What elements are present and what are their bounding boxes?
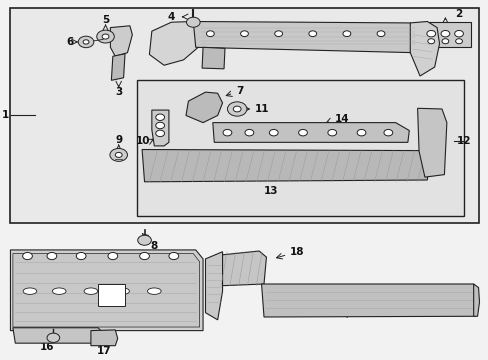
Circle shape [140, 252, 149, 260]
Text: 8: 8 [150, 241, 158, 251]
Text: 16: 16 [40, 342, 54, 352]
Circle shape [274, 31, 282, 37]
Circle shape [455, 39, 462, 44]
Ellipse shape [147, 288, 161, 294]
Text: 2: 2 [454, 9, 462, 19]
Polygon shape [261, 284, 477, 317]
Polygon shape [142, 149, 429, 182]
Circle shape [102, 34, 109, 39]
Polygon shape [217, 251, 266, 286]
Circle shape [156, 130, 164, 136]
Ellipse shape [23, 288, 37, 294]
Polygon shape [202, 47, 224, 69]
Text: 15: 15 [25, 266, 40, 276]
Circle shape [356, 130, 365, 136]
Circle shape [244, 130, 253, 136]
Text: 1: 1 [2, 111, 9, 121]
Bar [10, 8, 478, 223]
Circle shape [227, 102, 246, 116]
Text: 4: 4 [167, 12, 175, 22]
Circle shape [426, 31, 435, 37]
Ellipse shape [84, 288, 98, 294]
Circle shape [441, 39, 448, 44]
Circle shape [83, 40, 89, 44]
Polygon shape [205, 252, 222, 320]
Circle shape [22, 252, 32, 260]
Polygon shape [149, 22, 200, 65]
Circle shape [308, 31, 316, 37]
Circle shape [269, 130, 278, 136]
Text: 19: 19 [349, 308, 363, 318]
Text: 3: 3 [115, 87, 122, 97]
Bar [98, 284, 125, 306]
Circle shape [97, 30, 114, 43]
Polygon shape [473, 284, 479, 316]
Polygon shape [152, 110, 168, 146]
Circle shape [76, 252, 86, 260]
Text: 12: 12 [456, 136, 470, 145]
Polygon shape [185, 92, 222, 123]
Circle shape [108, 252, 118, 260]
Circle shape [47, 333, 60, 342]
Text: 17: 17 [97, 346, 111, 356]
Polygon shape [110, 26, 132, 56]
Polygon shape [409, 22, 439, 76]
Circle shape [115, 152, 122, 157]
Circle shape [168, 252, 178, 260]
Bar [137, 80, 463, 216]
Circle shape [376, 31, 384, 37]
Circle shape [78, 36, 94, 48]
Polygon shape [419, 22, 470, 47]
Circle shape [383, 130, 392, 136]
Ellipse shape [116, 288, 129, 294]
Ellipse shape [52, 288, 66, 294]
Polygon shape [13, 253, 199, 327]
Circle shape [186, 17, 200, 27]
Circle shape [47, 252, 57, 260]
Polygon shape [10, 250, 203, 330]
Circle shape [233, 106, 241, 112]
Circle shape [206, 31, 214, 37]
Polygon shape [193, 22, 417, 53]
Text: 11: 11 [254, 104, 268, 114]
Polygon shape [212, 123, 408, 142]
Circle shape [440, 31, 449, 37]
Text: 14: 14 [334, 114, 348, 124]
Circle shape [427, 39, 434, 44]
Text: 7: 7 [235, 86, 243, 96]
Text: 9: 9 [115, 135, 122, 145]
Circle shape [298, 130, 307, 136]
Circle shape [342, 31, 350, 37]
Polygon shape [13, 328, 101, 343]
Polygon shape [91, 330, 118, 346]
Text: 10: 10 [136, 136, 150, 146]
Circle shape [156, 114, 164, 121]
Polygon shape [111, 54, 125, 80]
Polygon shape [417, 108, 446, 177]
Circle shape [138, 235, 151, 245]
Text: 6: 6 [67, 37, 74, 47]
Circle shape [240, 31, 248, 37]
Text: 5: 5 [102, 15, 109, 26]
Circle shape [327, 130, 336, 136]
Circle shape [110, 148, 127, 161]
Circle shape [223, 130, 231, 136]
Circle shape [454, 31, 463, 37]
Text: 13: 13 [264, 186, 278, 196]
Text: 18: 18 [289, 247, 304, 257]
Circle shape [156, 122, 164, 129]
